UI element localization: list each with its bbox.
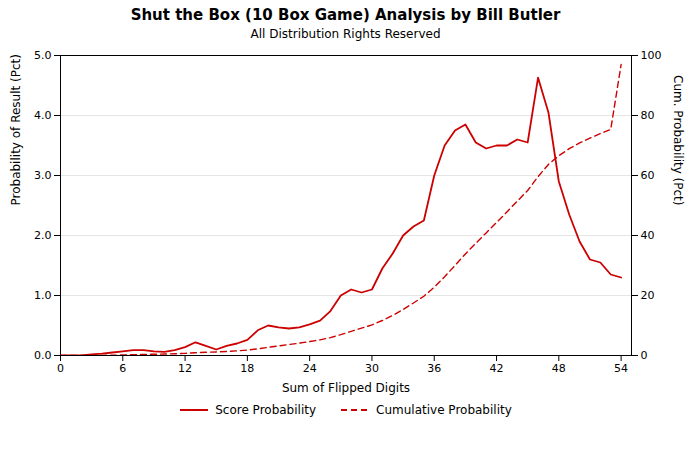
svg-text:1.0: 1.0 bbox=[34, 289, 52, 302]
svg-text:40: 40 bbox=[641, 229, 655, 242]
svg-text:24: 24 bbox=[303, 362, 317, 375]
svg-text:0: 0 bbox=[57, 362, 64, 375]
svg-text:0.0: 0.0 bbox=[34, 349, 52, 362]
svg-text:Sum of Flipped Digits: Sum of Flipped Digits bbox=[282, 381, 410, 395]
svg-text:80: 80 bbox=[641, 109, 655, 122]
svg-text:0: 0 bbox=[641, 349, 648, 362]
svg-text:42: 42 bbox=[490, 362, 504, 375]
svg-text:18: 18 bbox=[240, 362, 254, 375]
svg-text:30: 30 bbox=[365, 362, 379, 375]
html-text:All Distribution Rights Reserv: All Distribution Rights Reserved bbox=[250, 27, 441, 41]
svg-text:5.0: 5.0 bbox=[34, 49, 52, 62]
svg-text:Probability of Result (Pct): Probability of Result (Pct) bbox=[9, 54, 23, 205]
svg-text:12: 12 bbox=[178, 362, 192, 375]
html-text:Cumulative Probability: Cumulative Probability bbox=[376, 403, 512, 417]
svg-text:36: 36 bbox=[427, 362, 441, 375]
svg-text:6: 6 bbox=[119, 362, 126, 375]
svg-text:2.0: 2.0 bbox=[34, 229, 52, 242]
html-text:Shut the Box (10 Box Game) Ana: Shut the Box (10 Box Game) Analysis by B… bbox=[130, 6, 561, 24]
svg-text:3.0: 3.0 bbox=[34, 169, 52, 182]
html-text:Score Probability: Score Probability bbox=[215, 403, 316, 417]
svg-text:48: 48 bbox=[552, 362, 566, 375]
svg-text:Cum. Probability (Pct): Cum. Probability (Pct) bbox=[671, 75, 685, 205]
svg-text:54: 54 bbox=[614, 362, 628, 375]
svg-text:4.0: 4.0 bbox=[34, 109, 52, 122]
svg-text:20: 20 bbox=[641, 289, 655, 302]
svg-text:100: 100 bbox=[641, 49, 662, 62]
svg-text:60: 60 bbox=[641, 169, 655, 182]
